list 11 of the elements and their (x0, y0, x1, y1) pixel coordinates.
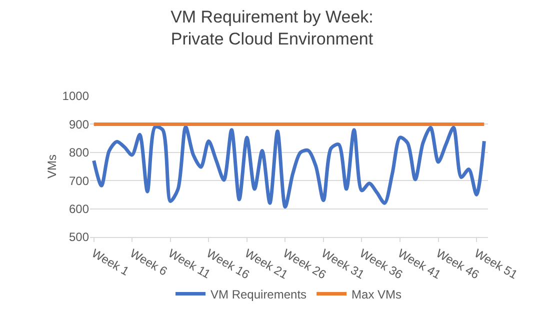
y-tick-label: 900 (68, 117, 90, 132)
y-tick-label: 600 (68, 202, 90, 216)
legend-label: Max VMs (352, 287, 402, 302)
legend-label: VM Requirements (210, 287, 307, 302)
y-tick-label: 1000 (62, 89, 90, 104)
line-series (92, 125, 486, 209)
y-tick-label: 800 (68, 146, 90, 160)
chart-title: VM Requirement by Week: Private Cloud Environment (170, 7, 374, 48)
y-axis-title: VMs (45, 154, 59, 178)
y-tick-label: 500 (68, 230, 90, 244)
y-tick-label: 700 (68, 174, 90, 188)
